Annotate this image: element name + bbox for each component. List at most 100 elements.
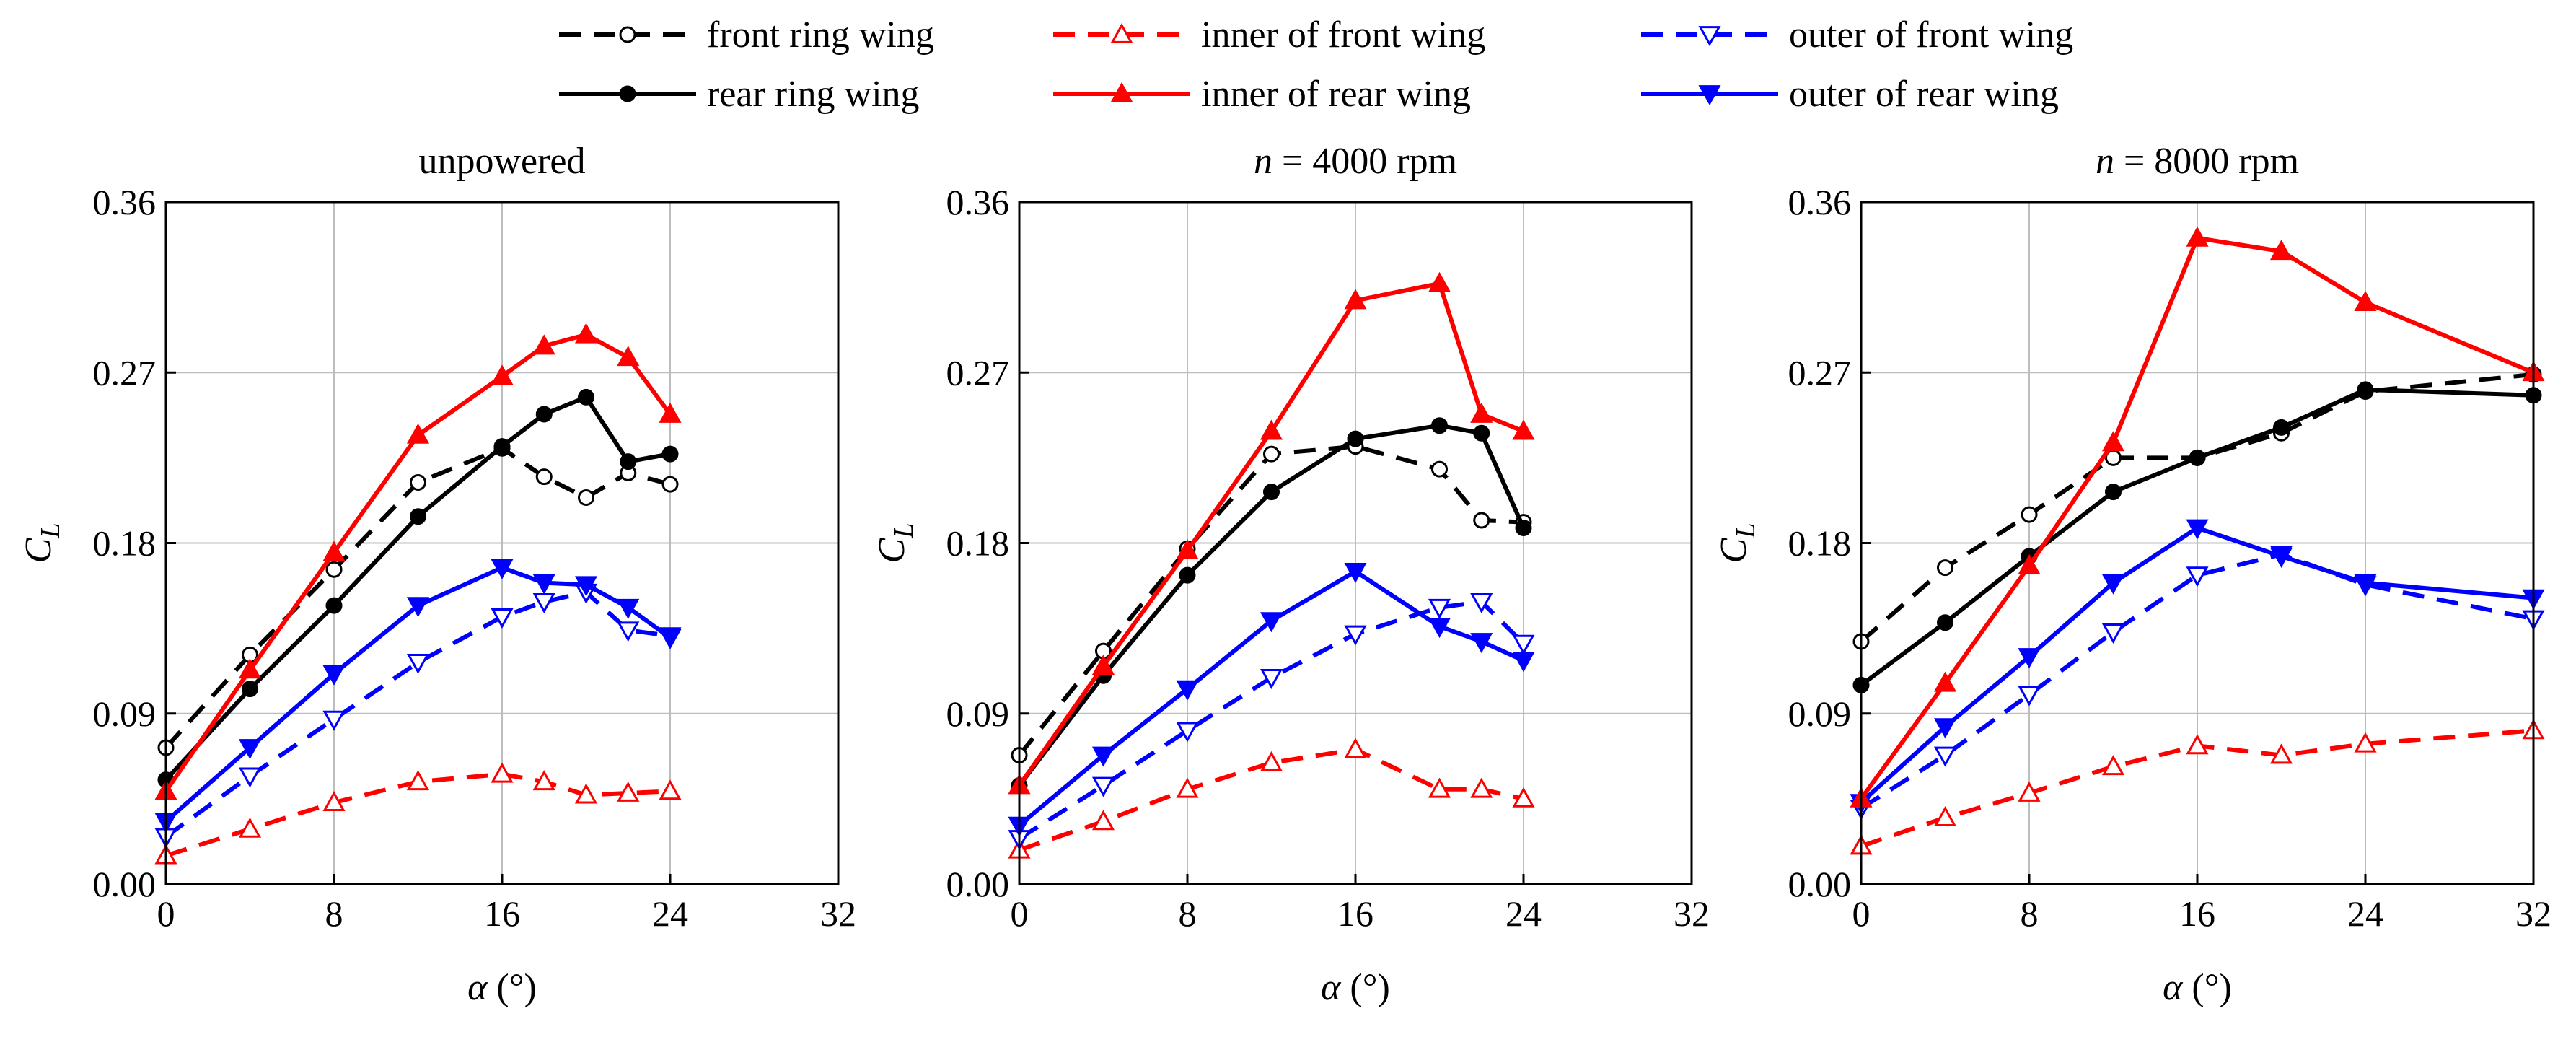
series-outerRear [1008,562,1535,837]
data-point-outerRear [2018,648,2041,669]
data-point-outerRear [1933,718,1957,739]
data-point-innerRear [2101,431,2125,452]
y-axis-subscript: L [35,523,66,539]
legend-marker-outerFront [1698,26,1721,47]
data-point-front [578,489,594,506]
y-tick-label: 0.27 [93,352,157,393]
x-tick-label: 8 [2021,893,2039,934]
data-point-outerFront [1091,776,1115,797]
legend-marker-front [619,26,636,43]
data-point-outerRear [1512,652,1535,673]
x-axis-variable: α [467,967,488,1008]
data-point-rear [1347,430,1364,447]
data-point-rear [620,453,637,471]
panel-title-text: = 4000 rpm [1272,141,1457,182]
data-point-innerFront [532,770,555,791]
data-point-front [2021,506,2038,523]
data-point-rear [1473,424,1490,442]
series-line-innerRear [1017,281,1525,787]
data-point-innerFront [406,770,430,791]
data-point-rear [242,681,258,698]
data-point-outerFront [1933,746,1957,767]
data-point-innerRear [406,423,430,444]
x-tick-label: 0 [157,893,175,934]
data-point-innerFront [659,779,682,800]
y-tick-label: 0.09 [946,693,1010,734]
data-point-outerRear [238,739,262,760]
data-point-innerRear [238,658,262,679]
data-point-rear [535,406,553,423]
legend-entry-outerFront: outer of front wing [1641,14,2073,56]
legend-entry-rear: rear ring wing [559,74,920,115]
data-point-rear [410,508,426,525]
x-axis-variable: α [1321,967,1342,1008]
x-axis-label: α (°) [467,967,537,1008]
series-line-innerFront [1860,728,2534,849]
panel-1: 0 8 16 24 32 0.00 0.09 0.18 0.27 0.36 unpowered α (… [18,141,856,1008]
x-axis-label: α (°) [2163,967,2232,1008]
data-point-outerFront [322,710,346,731]
data-point-innerFront [1344,738,1367,758]
panels: 0 8 16 24 32 0.00 0.09 0.18 0.27 0.36 unpowered α (… [18,141,2551,1008]
data-point-innerFront [617,781,640,802]
data-point-innerRear [1470,402,1493,423]
legend-entry-innerFront: inner of front wing [1053,14,1485,56]
data-point-innerRear [2018,553,2041,574]
data-point-outerRear [617,598,640,619]
data-point-rear [2273,419,2290,436]
data-point-outerRear [1344,562,1367,583]
series-innerRear [154,323,682,800]
data-point-innerRear [1176,538,1199,559]
y-tick-label: 0.27 [946,352,1010,393]
data-point-rear [2105,484,2122,501]
data-point-rear [1937,614,1953,631]
data-point-innerFront [1091,810,1115,831]
data-point-outerFront [2018,686,2041,706]
y-axis-variable: C [871,537,913,563]
data-point-outerRear [1091,746,1115,767]
series-innerRear [1008,271,1535,795]
panel-title-text: unpowered [418,141,585,182]
series-line-rear [1860,387,2534,687]
y-tick-label: 0.18 [93,523,157,564]
panel-title-variable: n [2096,141,2114,182]
data-point-front [1431,460,1448,478]
panel-title-variable: n [1254,141,1272,182]
data-point-rear [1515,520,1532,536]
series-line-outerFront [1018,599,1526,841]
y-axis-subscript: L [1731,523,1761,539]
y-tick-label: 0.36 [1788,182,1852,222]
data-point-outerFront [2186,566,2209,587]
panel-title: n = 8000 rpm [2096,141,2299,182]
y-tick-label: 0.00 [93,864,157,904]
axis-ticks: 0 8 16 24 32 0.00 0.09 0.18 0.27 0.36 [946,182,1710,934]
data-point-front [1263,445,1280,463]
y-axis-label: CL [18,523,66,564]
panel-title-text: = 8000 rpm [2114,141,2299,182]
data-point-outerRear [659,629,682,649]
x-axis-unit: (°) [487,967,536,1008]
x-tick-label: 24 [2347,893,2383,934]
data-point-innerFront [238,817,262,838]
x-axis-unit: (°) [1340,967,1389,1008]
series-outerRear [154,559,682,833]
legend-marker-rear [619,85,636,102]
data-point-front [1937,559,1953,577]
data-point-front [410,474,426,491]
series-line-outerRear [1859,525,2534,805]
data-point-innerFront [1512,787,1535,808]
y-tick-label: 0.36 [93,182,157,222]
data-point-innerFront [491,762,514,783]
data-point-innerFront [2354,732,2377,753]
y-tick-label: 0.00 [946,864,1010,904]
data-point-innerRear [659,402,682,423]
series-line-front [1017,444,1524,757]
panel-title: unpowered [418,141,585,182]
data-point-outerRear [1470,633,1493,654]
data-point-outerFront [1428,598,1451,619]
x-tick-label: 16 [1337,893,1373,934]
y-axis-subscript: L [889,523,919,539]
data-point-front [1473,512,1490,529]
data-point-innerRear [491,364,514,385]
data-point-outerRear [406,597,430,618]
